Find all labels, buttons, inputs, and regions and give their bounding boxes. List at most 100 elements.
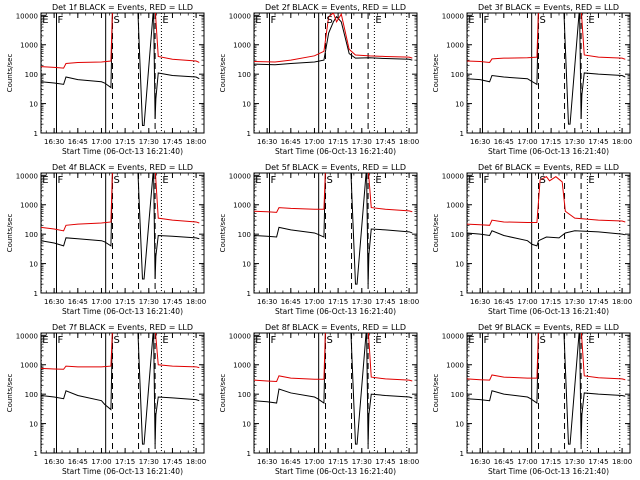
y-axis-label: Counts/sec	[219, 374, 227, 413]
y-tick-label: 1	[34, 290, 38, 298]
y-tick-label: 10	[242, 101, 251, 109]
y-tick-label: 1	[247, 450, 251, 458]
y-axis-label: Counts/sec	[6, 374, 14, 413]
y-tick-label: 1	[460, 130, 464, 138]
x-tick-label: 17:15	[115, 458, 135, 466]
x-axis-label: Start Time (06-Oct-13 16:21:40)	[275, 147, 396, 156]
x-tick-label: 17:45	[162, 458, 182, 466]
event-marker-label: E	[162, 175, 168, 186]
y-tick-label: 10000	[16, 332, 38, 340]
y-tick-label: 10	[29, 421, 38, 429]
event-marker-label: F	[484, 335, 490, 346]
x-tick-label: 16:30	[257, 458, 277, 466]
y-tick-label: 10000	[229, 172, 251, 180]
x-tick-label: 17:00	[517, 458, 537, 466]
plot-frame	[40, 172, 205, 294]
x-tick-label: 17:15	[328, 138, 348, 146]
x-tick-label: 18:00	[612, 298, 632, 306]
x-tick-label: 17:15	[541, 298, 561, 306]
x-tick-label: 17:00	[304, 138, 324, 146]
x-tick-label: 17:45	[588, 458, 608, 466]
chart-panel: Det 2f BLACK = Events, RED = LLD 1 10 100 10…	[219, 3, 419, 156]
y-axis-label: Counts/sec	[432, 214, 440, 253]
y-tick-label: 1	[460, 450, 464, 458]
x-tick-label: 17:00	[517, 298, 537, 306]
events-series-line	[254, 333, 413, 445]
chart-title: Det 2f BLACK = Events, RED = LLD	[265, 3, 406, 12]
y-axis-label: Counts/sec	[432, 54, 440, 93]
y-tick-label: 1000	[446, 42, 464, 50]
y-tick-label: 100	[25, 71, 38, 79]
x-tick-label: 17:15	[328, 458, 348, 466]
y-tick-label: 1000	[233, 362, 251, 370]
chart-panel: Det 7f BLACK = Events, RED = LLD 1 10 100 10…	[6, 323, 206, 476]
event-marker-label: S	[540, 175, 546, 186]
plot-frame	[253, 172, 418, 294]
x-tick-label: 18:00	[399, 458, 419, 466]
plot-area	[467, 333, 626, 453]
chart-panel: Det 6f BLACK = Events, RED = LLD 1 10 100 10…	[432, 163, 632, 316]
events-series-line	[41, 13, 200, 126]
chart-title: Det 4f BLACK = Events, RED = LLD	[52, 163, 193, 172]
x-axis-label: Start Time (06-Oct-13 16:21:40)	[275, 307, 396, 316]
x-tick-label: 18:00	[186, 298, 206, 306]
y-tick-label: 1	[247, 290, 251, 298]
x-tick-label: 16:45	[281, 138, 301, 146]
events-series-line	[254, 15, 413, 66]
events-series-line	[467, 230, 626, 247]
event-marker-label: E	[375, 15, 381, 26]
event-marker-label: F	[271, 15, 277, 26]
event-marker-label: E	[42, 335, 48, 346]
y-tick-label: 10	[455, 421, 464, 429]
y-tick-label: 1000	[20, 202, 38, 210]
event-marker-label: F	[484, 15, 490, 26]
lld-series-line	[254, 13, 413, 63]
chart-title: Det 5f BLACK = Events, RED = LLD	[265, 163, 406, 172]
x-axis-label: Start Time (06-Oct-13 16:21:40)	[488, 307, 609, 316]
lld-series-line	[41, 333, 200, 370]
x-tick-label: 17:30	[352, 458, 372, 466]
event-marker-label: S	[327, 15, 333, 26]
y-tick-label: 10000	[229, 332, 251, 340]
x-tick-label: 16:30	[470, 458, 490, 466]
y-tick-label: 10	[242, 421, 251, 429]
y-tick-label: 100	[25, 231, 38, 239]
chart-panel: Det 5f BLACK = Events, RED = LLD 1 10 100 10…	[219, 163, 419, 316]
lld-series-line	[467, 13, 626, 63]
x-tick-label: 18:00	[399, 298, 419, 306]
y-tick-label: 1	[34, 130, 38, 138]
x-tick-label: 16:45	[68, 458, 88, 466]
x-tick-label: 17:30	[352, 138, 372, 146]
x-axis-label: Start Time (06-Oct-13 16:21:40)	[62, 307, 183, 316]
x-tick-label: 17:30	[139, 298, 159, 306]
y-tick-label: 10000	[442, 12, 464, 20]
event-marker-label: E	[468, 15, 474, 26]
x-tick-label: 17:00	[304, 298, 324, 306]
y-tick-label: 1000	[20, 362, 38, 370]
chart-title: Det 7f BLACK = Events, RED = LLD	[52, 323, 193, 332]
y-tick-label: 10000	[442, 332, 464, 340]
event-marker-label: E	[375, 335, 381, 346]
y-tick-label: 100	[451, 231, 464, 239]
event-marker-label: E	[588, 335, 594, 346]
y-tick-label: 100	[238, 71, 251, 79]
x-tick-label: 17:15	[541, 458, 561, 466]
event-marker-label: E	[42, 175, 48, 186]
x-tick-label: 16:45	[494, 138, 514, 146]
chart-title: Det 1f BLACK = Events, RED = LLD	[52, 3, 193, 12]
chart-title: Det 9f BLACK = Events, RED = LLD	[478, 323, 619, 332]
plot-area	[467, 13, 626, 133]
x-tick-label: 16:45	[68, 138, 88, 146]
x-tick-label: 17:30	[352, 298, 372, 306]
y-tick-label: 1000	[446, 362, 464, 370]
event-marker-label: E	[162, 15, 168, 26]
x-tick-label: 16:30	[470, 138, 490, 146]
event-marker-label: S	[327, 335, 333, 346]
x-tick-label: 16:45	[494, 458, 514, 466]
y-tick-label: 1	[460, 290, 464, 298]
x-tick-label: 16:45	[281, 458, 301, 466]
x-tick-label: 18:00	[399, 138, 419, 146]
x-tick-label: 17:45	[588, 298, 608, 306]
lld-series-line	[254, 333, 413, 382]
event-marker-label: E	[162, 335, 168, 346]
